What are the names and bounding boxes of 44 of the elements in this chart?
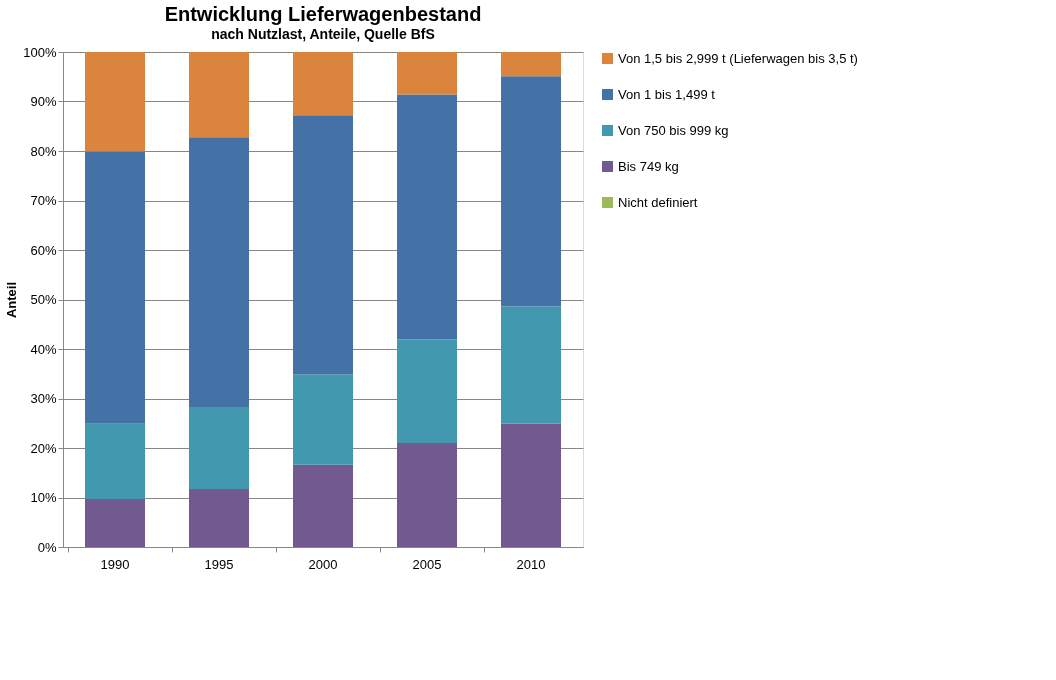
bar	[501, 76, 561, 307]
x-tick-label: 1990	[100, 556, 130, 572]
legend-label: Nicht definiert	[618, 194, 698, 210]
bar	[501, 423, 561, 547]
bar	[293, 374, 353, 465]
chart-subtitle: nach Nutzlast, Anteile, Quelle BfS	[211, 26, 435, 42]
legend-label: Von 1,5 bis 2,999 t (Lieferwagen bis 3,5 t)	[618, 50, 858, 66]
bar	[189, 406, 249, 490]
bar	[397, 339, 457, 444]
bar	[397, 52, 457, 95]
bar	[501, 52, 561, 77]
y-tick-label: 80%	[30, 143, 57, 159]
y-axis-title: Anteil	[4, 281, 20, 319]
y-tick-label: 70%	[30, 193, 57, 208]
x-tick-label: 1995	[204, 556, 234, 572]
bar	[85, 423, 145, 499]
bar	[501, 306, 561, 424]
bar	[293, 52, 353, 116]
legend-label: Bis 749 kg	[618, 158, 679, 174]
y-tick-label: 50%	[30, 292, 57, 307]
bar	[189, 52, 249, 138]
x-tick-label: 2005	[412, 556, 442, 572]
y-tick-label: 30%	[30, 391, 57, 406]
y-tick-label: 40%	[30, 341, 57, 357]
y-tick-label: 60%	[30, 242, 57, 258]
chart-title: Entwicklung Lieferwagenbestand	[164, 3, 482, 25]
bar	[397, 443, 457, 547]
bar	[397, 94, 457, 340]
y-tick-label: 20%	[30, 440, 57, 456]
y-tick-label: 0%	[37, 539, 57, 555]
legend-label: Von 1 bis 1,499 t	[618, 86, 716, 102]
bar	[293, 115, 353, 375]
bar	[85, 151, 145, 424]
y-tick-label: 90%	[30, 94, 57, 109]
bar	[189, 489, 249, 547]
x-tick-label: 2010	[516, 556, 546, 572]
legend-label: Von 750 bis 999 kg	[618, 122, 729, 138]
y-tick-label: 100%	[23, 44, 57, 60]
x-tick-label: 2000	[308, 556, 338, 572]
bar	[85, 498, 145, 547]
bar	[189, 137, 249, 407]
y-tick-label: 10%	[30, 490, 57, 505]
bar	[293, 464, 353, 547]
bar	[85, 52, 145, 152]
